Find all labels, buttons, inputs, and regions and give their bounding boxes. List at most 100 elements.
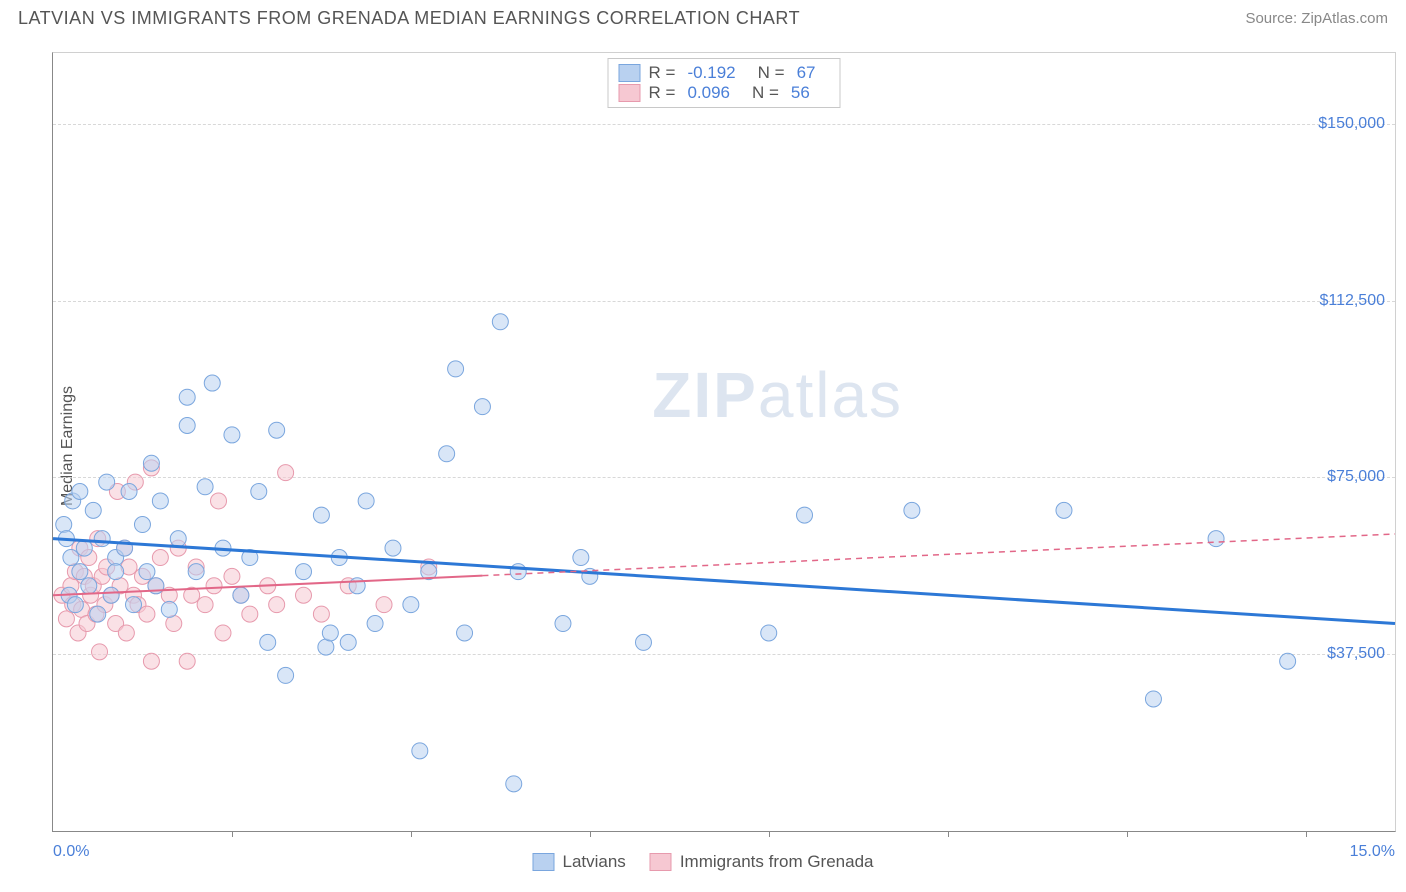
scatter-point xyxy=(179,653,195,669)
scatter-point xyxy=(492,314,508,330)
scatter-point xyxy=(269,597,285,613)
x-tick xyxy=(232,831,233,837)
scatter-point xyxy=(170,531,186,547)
legend-r-value-0: -0.192 xyxy=(687,63,735,83)
scatter-point xyxy=(224,568,240,584)
scatter-point xyxy=(904,502,920,518)
scatter-point xyxy=(555,616,571,632)
scatter-point xyxy=(448,361,464,377)
scatter-point xyxy=(72,564,88,580)
scatter-point xyxy=(296,564,312,580)
scatter-point xyxy=(278,465,294,481)
scatter-svg xyxy=(53,53,1395,831)
legend-item-1: Immigrants from Grenada xyxy=(650,852,874,872)
series-legend: Latvians Immigrants from Grenada xyxy=(532,852,873,872)
legend-swatch-bottom-0 xyxy=(532,853,554,871)
scatter-point xyxy=(376,597,392,613)
scatter-point xyxy=(242,606,258,622)
scatter-point xyxy=(94,531,110,547)
scatter-point xyxy=(318,639,334,655)
scatter-point xyxy=(197,479,213,495)
scatter-point xyxy=(474,399,490,415)
scatter-point xyxy=(197,597,213,613)
scatter-point xyxy=(126,597,142,613)
scatter-point xyxy=(108,564,124,580)
legend-n-value-1: 56 xyxy=(791,83,810,103)
scatter-point xyxy=(403,597,419,613)
scatter-point xyxy=(510,564,526,580)
legend-swatch-0 xyxy=(619,64,641,82)
chart-header: LATVIAN VS IMMIGRANTS FROM GRENADA MEDIA… xyxy=(0,0,1406,33)
scatter-point xyxy=(1145,691,1161,707)
chart-plot-area: ZIPatlas $37,500$75,000$112,500$150,000 … xyxy=(52,52,1396,832)
trend-line-extrapolated xyxy=(482,534,1395,576)
scatter-point xyxy=(139,606,155,622)
scatter-point xyxy=(99,474,115,490)
scatter-point xyxy=(457,625,473,641)
scatter-point xyxy=(1056,502,1072,518)
scatter-point xyxy=(635,634,651,650)
scatter-point xyxy=(63,550,79,566)
legend-r-label-1: R = xyxy=(649,83,676,103)
chart-source: Source: ZipAtlas.com xyxy=(1245,10,1388,27)
scatter-point xyxy=(67,597,83,613)
scatter-point xyxy=(90,606,106,622)
x-tick xyxy=(590,831,591,837)
scatter-point xyxy=(278,667,294,683)
scatter-point xyxy=(166,616,182,632)
scatter-point xyxy=(224,427,240,443)
scatter-point xyxy=(233,587,249,603)
scatter-point xyxy=(296,587,312,603)
scatter-point xyxy=(206,578,222,594)
chart-title: LATVIAN VS IMMIGRANTS FROM GRENADA MEDIA… xyxy=(18,8,800,29)
scatter-point xyxy=(143,455,159,471)
legend-row-series-0: R = -0.192 N = 67 xyxy=(619,63,830,83)
x-tick xyxy=(769,831,770,837)
scatter-point xyxy=(121,484,137,500)
scatter-point xyxy=(58,611,74,627)
x-tick xyxy=(1306,831,1307,837)
scatter-point xyxy=(573,550,589,566)
x-tick xyxy=(1127,831,1128,837)
scatter-point xyxy=(139,564,155,580)
legend-n-label-1: N = xyxy=(752,83,779,103)
legend-swatch-bottom-1 xyxy=(650,853,672,871)
scatter-point xyxy=(81,578,97,594)
scatter-point xyxy=(761,625,777,641)
legend-row-series-1: R = 0.096 N = 56 xyxy=(619,83,830,103)
scatter-point xyxy=(72,484,88,500)
scatter-point xyxy=(143,653,159,669)
scatter-point xyxy=(260,634,276,650)
scatter-point xyxy=(269,422,285,438)
scatter-point xyxy=(322,625,338,641)
scatter-point xyxy=(118,625,134,641)
correlation-legend: R = -0.192 N = 67 R = 0.096 N = 56 xyxy=(608,58,841,108)
scatter-point xyxy=(412,743,428,759)
legend-r-value-1: 0.096 xyxy=(687,83,730,103)
x-axis-start-label: 0.0% xyxy=(53,843,89,861)
legend-label-1: Immigrants from Grenada xyxy=(680,852,874,872)
scatter-point xyxy=(85,502,101,518)
scatter-point xyxy=(179,417,195,433)
scatter-point xyxy=(1208,531,1224,547)
scatter-point xyxy=(161,601,177,617)
scatter-point xyxy=(367,616,383,632)
x-tick xyxy=(948,831,949,837)
scatter-point xyxy=(152,550,168,566)
scatter-point xyxy=(340,634,356,650)
scatter-point xyxy=(358,493,374,509)
x-axis-end-label: 15.0% xyxy=(1350,843,1395,861)
scatter-point xyxy=(313,606,329,622)
scatter-point xyxy=(179,389,195,405)
scatter-point xyxy=(56,517,72,533)
scatter-point xyxy=(134,517,150,533)
scatter-point xyxy=(211,493,227,509)
scatter-point xyxy=(439,446,455,462)
scatter-point xyxy=(215,625,231,641)
scatter-point xyxy=(188,564,204,580)
legend-n-value-0: 67 xyxy=(797,63,816,83)
scatter-point xyxy=(204,375,220,391)
scatter-point xyxy=(251,484,267,500)
scatter-point xyxy=(103,587,119,603)
legend-swatch-1 xyxy=(619,84,641,102)
